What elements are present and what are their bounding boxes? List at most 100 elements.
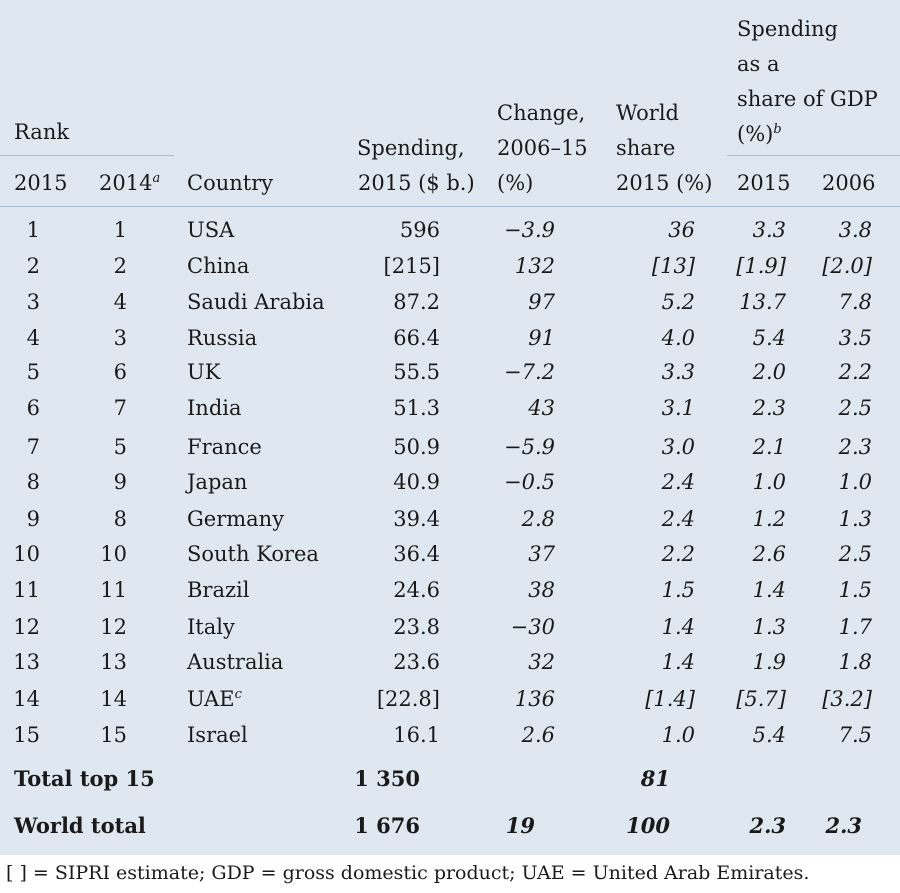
footnote: [ ] = SIPRI estimate; GDP = gross domest…: [6, 862, 810, 884]
header-spending-1: Spending,: [357, 136, 465, 160]
gdp-2015-value: [5.7]: [736, 687, 786, 711]
gdp-2006-value: 7.8: [838, 290, 872, 314]
header-rank-2015: 2015: [14, 171, 68, 195]
rank-2015: 7: [26, 435, 40, 459]
rank-2014: 10: [100, 542, 127, 566]
change-value: −30: [510, 615, 555, 639]
spending-value: 66.4: [393, 326, 440, 350]
header-gdp-4: (%)b: [737, 122, 782, 146]
gdp-2006-value: 2.3: [838, 435, 872, 459]
change-value: −0.5: [504, 470, 555, 494]
header-change-3: (%): [497, 171, 534, 195]
change-value: 2.6: [521, 723, 555, 747]
gdp-2015-value: 13.7: [739, 290, 786, 314]
country-name: Italy: [187, 614, 235, 640]
gdp-2006-value: 1.5: [838, 578, 872, 602]
rank-2014: 12: [100, 615, 127, 639]
change-value: 38: [528, 578, 555, 602]
country-label: Australia: [187, 650, 284, 674]
gdp-2006-value: [2.0]: [822, 254, 872, 278]
country-label: India: [187, 396, 242, 420]
rank-2014: 9: [113, 470, 127, 494]
rank-2015: 9: [26, 507, 40, 531]
header-rank-2014: 2014a: [99, 171, 161, 195]
rank-2015: 3: [26, 290, 40, 314]
share-value: 5.2: [661, 290, 695, 314]
total-gdp-2006: 2.3: [825, 813, 862, 838]
rank-2015: 8: [26, 470, 40, 494]
rank-2015: 2: [26, 254, 40, 278]
change-value: 132: [514, 254, 555, 278]
spending-value: 16.1: [393, 723, 440, 747]
rank-2015: 1: [26, 218, 40, 242]
spending-value: 36.4: [393, 542, 440, 566]
share-value: 1.0: [661, 723, 695, 747]
change-value: −7.2: [504, 360, 555, 384]
share-value: 3.1: [661, 396, 695, 420]
header-share-3: 2015 (%): [616, 171, 713, 195]
gdp-2015-value: 2.0: [752, 360, 786, 384]
country-note: c: [234, 687, 242, 702]
rank-2014: 8: [113, 507, 127, 531]
country-name: UK: [187, 359, 220, 385]
gdp-2015-value: 1.4: [752, 578, 786, 602]
header-gdp-2015: 2015: [737, 171, 791, 195]
share-value: 3.3: [661, 360, 695, 384]
total-share: 81: [640, 766, 670, 791]
rank-rule: [0, 155, 174, 156]
gdp-rule: [727, 155, 900, 156]
gdp-2015-value: 2.1: [752, 435, 786, 459]
country-label: Russia: [187, 326, 258, 350]
country-name: UAEc: [187, 686, 242, 712]
change-value: 97: [528, 290, 555, 314]
country-label: UK: [187, 360, 221, 384]
gdp-2006-value: 3.8: [838, 218, 872, 242]
country-name: India: [187, 395, 242, 421]
rank-2014: 4: [113, 290, 127, 314]
rank-2014: 5: [113, 435, 127, 459]
country-name: Australia: [187, 649, 283, 675]
gdp-2006-value: 1.8: [838, 650, 872, 674]
header-gdp-3: share of GDP: [737, 87, 878, 111]
spending-value: 40.9: [393, 470, 440, 494]
country-label: Brazil: [187, 578, 250, 602]
country-name: France: [187, 434, 262, 460]
rank-2015: 12: [13, 615, 40, 639]
gdp-2015-value: 1.2: [752, 507, 786, 531]
country-name: Russia: [187, 325, 257, 351]
header-change-2: 2006–15: [497, 136, 588, 160]
gdp-2015-value: 1.3: [752, 615, 786, 639]
change-value: 37: [528, 542, 555, 566]
share-value: 1.4: [661, 615, 695, 639]
country-label: Israel: [187, 723, 248, 747]
spending-value: [215]: [383, 254, 440, 278]
share-value: 2.2: [661, 542, 695, 566]
total-share: 100: [626, 813, 670, 838]
rank-2015: 11: [13, 578, 40, 602]
country-label: South Korea: [187, 542, 319, 566]
change-value: 43: [528, 396, 555, 420]
country-name: South Korea: [187, 541, 319, 567]
gdp-2006-value: 2.5: [838, 542, 872, 566]
rank-2014: 6: [113, 360, 127, 384]
gdp-2006-value: 2.2: [838, 360, 872, 384]
header-spending-2: 2015 ($ b.): [358, 171, 475, 195]
country-name: Israel: [187, 722, 248, 748]
change-value: −3.9: [504, 218, 555, 242]
gdp-2006-value: 1.0: [838, 470, 872, 494]
country-name: Brazil: [187, 577, 250, 603]
change-value: 136: [514, 687, 555, 711]
header-rule: [0, 206, 900, 207]
total-label: Total top 15: [14, 766, 155, 791]
gdp-2015-value: 5.4: [752, 326, 786, 350]
country-name: Germany: [187, 506, 284, 532]
rank-2014: 11: [100, 578, 127, 602]
spending-value: 51.3: [393, 396, 440, 420]
gdp-2015-value: [1.9]: [736, 254, 786, 278]
country-label: France: [187, 435, 262, 459]
rank-2015: 6: [26, 396, 40, 420]
gdp-2015-value: 3.3: [752, 218, 786, 242]
change-value: 32: [528, 650, 555, 674]
rank-2015: 13: [13, 650, 40, 674]
rank-2015: 5: [26, 360, 40, 384]
